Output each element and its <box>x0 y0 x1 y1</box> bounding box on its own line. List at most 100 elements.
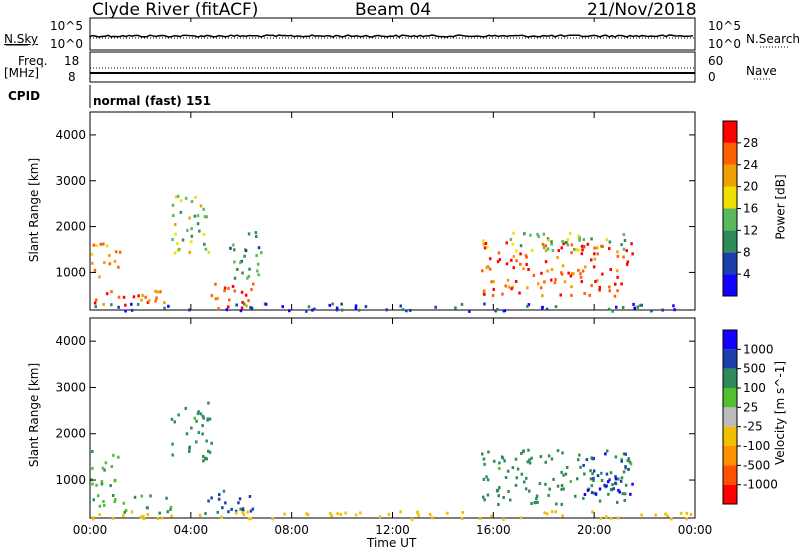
data-cell <box>330 513 333 517</box>
data-cell <box>305 512 308 516</box>
data-cell <box>515 476 518 480</box>
data-cell <box>248 267 251 271</box>
data-cell <box>237 501 240 505</box>
data-cell <box>537 282 540 286</box>
data-cell <box>238 497 242 501</box>
data-cell <box>283 512 286 516</box>
data-cell <box>547 454 551 458</box>
data-cell <box>564 241 568 244</box>
data-cell <box>483 462 486 466</box>
nsky-tick-top: 10^5 <box>50 19 83 33</box>
data-cell <box>541 305 544 309</box>
data-cell <box>229 246 232 250</box>
data-cell <box>590 237 593 241</box>
data-cell <box>608 289 611 293</box>
data-cell <box>590 456 593 460</box>
data-cell <box>196 412 200 416</box>
data-cell <box>498 486 501 490</box>
data-cell <box>136 302 140 306</box>
data-cell <box>601 272 604 276</box>
data-cell <box>486 493 490 497</box>
data-cell <box>171 238 174 241</box>
data-cell <box>174 232 177 236</box>
velocity-colorbar-tick-label: -100 <box>743 439 770 453</box>
data-cell <box>596 252 599 256</box>
data-cell <box>137 294 140 298</box>
data-cell <box>102 500 105 503</box>
data-cell <box>600 471 603 475</box>
data-cell <box>572 272 575 276</box>
data-cell <box>626 260 630 264</box>
freq-tick-top: 18 <box>64 54 80 68</box>
data-cell <box>528 458 531 462</box>
data-cell <box>198 513 202 517</box>
data-cell <box>91 482 94 486</box>
data-cell <box>614 481 617 485</box>
data-cell <box>605 472 609 476</box>
data-cell <box>336 512 339 516</box>
data-cell <box>117 295 121 299</box>
data-cell <box>122 501 125 505</box>
data-cell <box>619 479 623 483</box>
data-cell <box>630 242 633 246</box>
data-cell <box>650 309 653 313</box>
data-cell <box>512 255 516 259</box>
freq-label-2: [MHz] <box>4 66 40 80</box>
data-cell <box>664 512 667 516</box>
power-colorbar-swatch <box>723 230 737 253</box>
data-cell <box>216 510 219 514</box>
data-cell <box>596 474 600 478</box>
data-cell <box>161 516 164 520</box>
data-cell <box>544 482 547 486</box>
data-cell <box>559 293 562 297</box>
data-cell <box>217 307 220 311</box>
nave-tick-bottom: 0 <box>708 70 716 84</box>
data-cell <box>615 305 618 309</box>
data-cell <box>593 257 597 261</box>
data-cell <box>608 247 611 251</box>
freq-panel-frame <box>89 51 696 83</box>
data-cell <box>583 493 587 496</box>
data-cell <box>482 477 486 481</box>
data-cell <box>550 240 553 244</box>
data-cell <box>486 245 489 249</box>
data-cell <box>104 461 108 465</box>
data-cell <box>460 302 464 306</box>
data-cell <box>579 275 583 279</box>
data-cell <box>629 492 632 496</box>
data-cell <box>113 500 116 504</box>
data-cell <box>579 465 582 469</box>
data-cell <box>618 490 621 494</box>
data-cell <box>590 491 594 495</box>
data-cell <box>573 248 576 251</box>
time-tick-label: 12:00 <box>375 523 410 537</box>
y-tick-label: 3000 <box>55 174 86 188</box>
data-cell <box>482 242 485 246</box>
data-cell <box>111 494 115 497</box>
data-cell <box>577 458 580 462</box>
data-cell <box>501 292 504 296</box>
data-cell <box>563 280 567 284</box>
data-cell <box>527 448 530 452</box>
data-cell <box>593 491 596 495</box>
data-cell <box>173 420 176 424</box>
data-cell <box>195 419 198 423</box>
data-cell <box>627 467 630 471</box>
data-cell <box>233 248 236 252</box>
data-cell <box>622 470 626 474</box>
data-cell <box>622 247 626 251</box>
data-cell <box>184 406 187 410</box>
data-cell <box>340 302 343 306</box>
data-cell <box>544 260 548 264</box>
data-cell <box>163 301 166 305</box>
freq-label-1: Freq. <box>18 54 48 68</box>
station-title: Clyde River (fitACF) <box>92 0 259 20</box>
data-cell <box>124 303 127 307</box>
data-cell <box>159 290 162 294</box>
time-axis-label: Time UT <box>367 536 417 550</box>
data-cell <box>592 469 596 473</box>
data-cell <box>100 480 104 484</box>
data-cell <box>551 510 554 514</box>
data-cell <box>163 306 166 310</box>
data-cell <box>241 507 245 511</box>
